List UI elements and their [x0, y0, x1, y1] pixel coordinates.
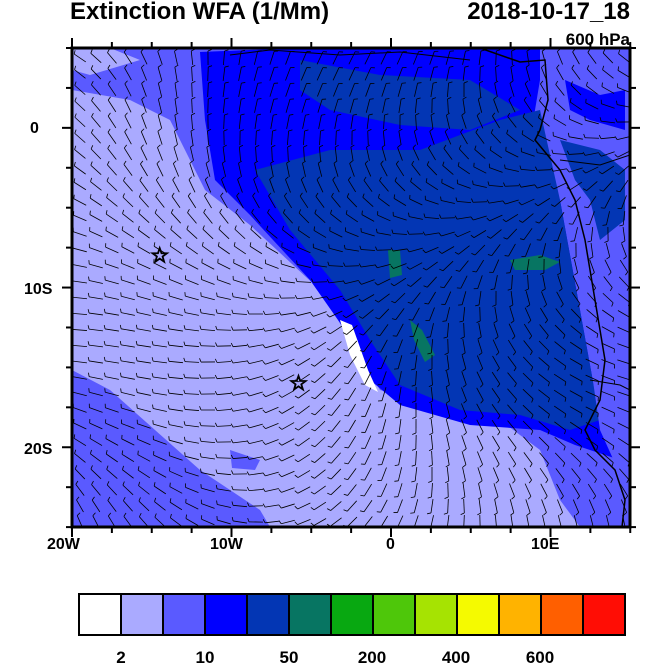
colorbar-swatch — [500, 595, 542, 634]
colorbar-label: 2 — [116, 648, 125, 668]
lon-tick-label: 10E — [531, 536, 559, 554]
colorbar-label: 10 — [196, 648, 215, 668]
lon-tick-label: 10W — [210, 536, 243, 554]
colorbar-swatch — [290, 595, 332, 634]
lat-tick-label: 0 — [30, 120, 39, 138]
colorbar-label: 400 — [442, 648, 470, 668]
colorbar-swatch — [542, 595, 584, 634]
lon-tick-label: 0 — [386, 536, 395, 554]
map-plot — [0, 0, 650, 590]
colorbar-swatch — [416, 595, 458, 634]
colorbar — [78, 593, 626, 636]
colorbar-swatch — [584, 595, 624, 634]
extinction-field — [72, 48, 631, 531]
lon-tick-label: 20W — [47, 536, 80, 554]
lat-tick-label: 10S — [24, 281, 52, 299]
colorbar-swatch — [248, 595, 290, 634]
colorbar-swatch — [332, 595, 374, 634]
colorbar-swatch — [206, 595, 248, 634]
colorbar-label: 200 — [358, 648, 386, 668]
colorbar-swatch — [80, 595, 122, 634]
lat-tick-label: 20S — [24, 441, 52, 459]
colorbar-label: 50 — [280, 648, 299, 668]
colorbar-label: 600 — [526, 648, 554, 668]
colorbar-swatch — [458, 595, 500, 634]
colorbar-swatch — [374, 595, 416, 634]
colorbar-swatch — [122, 595, 164, 634]
colorbar-swatch — [164, 595, 206, 634]
